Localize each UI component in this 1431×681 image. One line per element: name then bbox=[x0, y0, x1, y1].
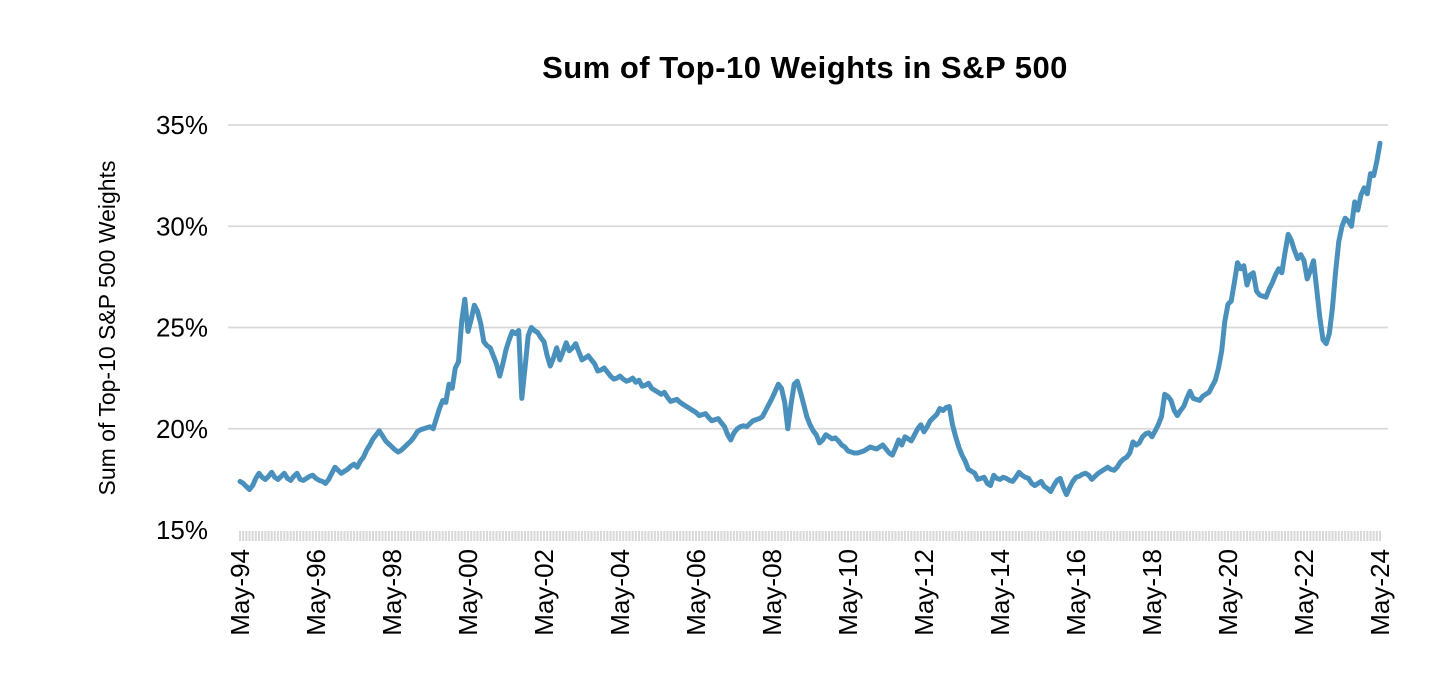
x-tick-label: May-02 bbox=[529, 549, 559, 636]
x-tick-label: May-10 bbox=[833, 549, 863, 636]
x-tick-label: May-94 bbox=[225, 549, 255, 636]
x-tick-label: May-20 bbox=[1213, 549, 1243, 636]
x-tick-label: May-12 bbox=[909, 549, 939, 636]
x-tick-label: May-06 bbox=[681, 549, 711, 636]
x-tick-label: May-08 bbox=[757, 549, 787, 636]
y-tick-label: 15% bbox=[156, 515, 208, 545]
x-tick-label: May-24 bbox=[1365, 549, 1395, 636]
chart-title: Sum of Top-10 Weights in S&P 500 bbox=[542, 50, 1068, 85]
y-tick-label: 35% bbox=[156, 110, 208, 140]
x-tick-label: May-98 bbox=[377, 549, 407, 636]
x-tick-label: May-18 bbox=[1137, 549, 1167, 636]
top10-weight-series-line bbox=[237, 140, 1383, 498]
y-tick-label: 30% bbox=[156, 211, 208, 241]
x-tick-label: May-14 bbox=[985, 549, 1015, 636]
x-tick-label: May-04 bbox=[605, 549, 635, 636]
x-tick-label: May-22 bbox=[1289, 549, 1319, 636]
x-tick-label: May-00 bbox=[453, 549, 483, 636]
x-tick-label: May-16 bbox=[1061, 549, 1091, 636]
y-tick-label: 20% bbox=[156, 414, 208, 444]
x-tick-label: May-96 bbox=[301, 549, 331, 636]
y-tick-label: 25% bbox=[156, 313, 208, 343]
